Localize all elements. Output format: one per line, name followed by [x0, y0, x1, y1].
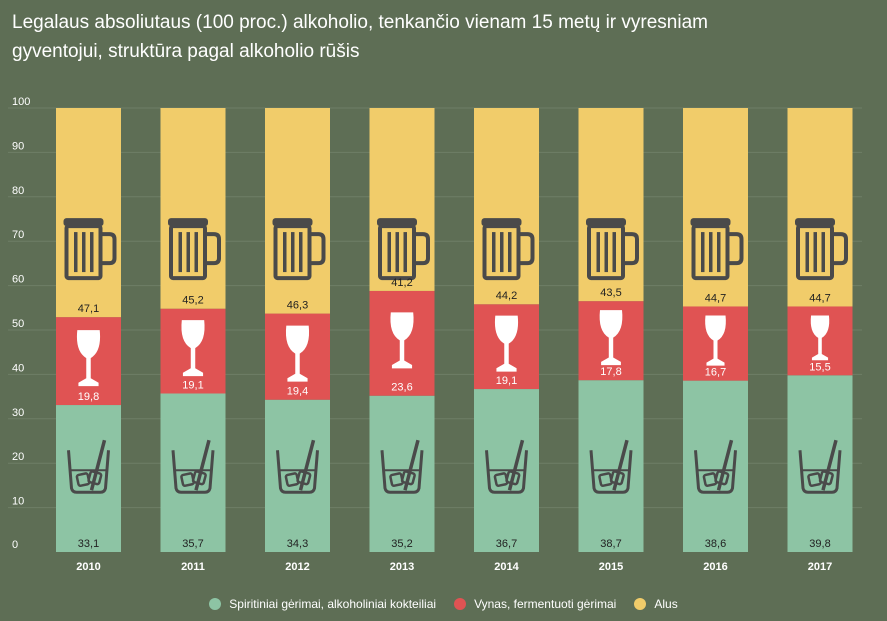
wine-glass-icon	[810, 315, 830, 361]
data-label: 38,6	[705, 538, 726, 550]
x-tick-label: 2015	[599, 561, 623, 573]
data-label: 35,2	[391, 538, 412, 550]
data-label: 41,2	[391, 277, 412, 289]
data-label: 19,8	[78, 391, 99, 403]
data-label: 39,8	[809, 538, 830, 550]
wine-glass-icon	[705, 315, 726, 366]
x-tick-label: 2014	[494, 561, 519, 573]
bars: 33,1 19,8 47,1 35,7 19,1 45,2 34,3 19,4 46,3 35,2…	[56, 108, 853, 552]
y-tick-label: 90	[12, 140, 24, 152]
legend-item[interactable]: Alus	[634, 597, 678, 611]
chart-legend: Spiritiniai gėrimai, alkoholiniai koktei…	[0, 597, 887, 611]
legend-item[interactable]: Spiritiniai gėrimai, alkoholiniai koktei…	[209, 597, 436, 611]
legend-swatch	[209, 598, 222, 610]
y-tick-label: 80	[12, 185, 24, 197]
whisky-glass-icon	[589, 439, 633, 494]
y-tick-label: 20	[12, 451, 24, 463]
legend-label: Alus	[654, 597, 678, 611]
data-label: 19,1	[182, 379, 203, 391]
legend-item[interactable]: Vynas, fermentuoti gėrimai	[454, 597, 616, 611]
wine-glass-icon	[285, 325, 310, 382]
y-tick-label: 40	[12, 362, 24, 374]
x-tick-label: 2010	[76, 561, 100, 573]
bar-column-2010: 33,1 19,8 47,1	[56, 108, 121, 552]
beer-mug-icon	[272, 218, 326, 281]
whisky-glass-icon	[485, 439, 528, 494]
bar-column-2013: 35,2 23,6 41,2	[369, 108, 435, 552]
data-label: 16,7	[705, 367, 726, 379]
data-label: 33,1	[78, 538, 99, 550]
whisky-glass-icon	[798, 439, 842, 494]
beer-mug-icon	[690, 218, 744, 281]
y-tick-label: 60	[12, 274, 24, 286]
stacked-bar-chart: 0 10 20 30 40 50 60 70 80 90 100 33,1 19,8 47,1 35,7 19…	[8, 96, 862, 573]
beer-mug-icon	[168, 218, 221, 281]
x-tick-label: 2016	[703, 561, 727, 573]
bar-segment	[265, 108, 330, 314]
data-label: 19,1	[496, 375, 517, 387]
bar-column-2012: 34,3 19,4 46,3	[265, 108, 330, 552]
bar-segment	[787, 375, 853, 552]
legend-label: Spiritiniai gėrimai, alkoholiniai koktei…	[229, 597, 437, 611]
beer-mug-icon	[377, 218, 430, 281]
bar-segment	[56, 108, 121, 318]
y-tick-label: 30	[12, 407, 24, 419]
data-label: 44,7	[705, 292, 726, 304]
bar-column-2014: 36,7 19,1 44,2	[474, 108, 539, 552]
data-label: 19,4	[287, 386, 308, 398]
legend-swatch	[634, 598, 647, 610]
bar-column-2017: 39,8 15,5 44,7	[787, 108, 853, 552]
bar-segment	[578, 380, 644, 552]
wine-glass-icon	[599, 310, 623, 366]
y-tick-label: 50	[12, 318, 24, 330]
whisky-glass-icon	[171, 439, 215, 494]
beer-mug-icon	[481, 218, 535, 281]
wine-glass-icon	[76, 330, 101, 387]
beer-mug-icon	[795, 218, 848, 281]
data-label: 46,3	[287, 300, 308, 312]
whisky-glass-icon	[380, 439, 424, 494]
x-tick-label: 2017	[808, 561, 832, 573]
data-label: 43,5	[600, 287, 621, 299]
wine-glass-icon	[494, 315, 519, 372]
whisky-glass-icon	[694, 439, 737, 494]
data-label: 35,7	[182, 538, 203, 550]
y-tick-label: 100	[12, 96, 30, 108]
x-tick-label: 2013	[390, 561, 414, 573]
x-tick-label: 2011	[181, 561, 205, 573]
chart-title-line-2: gyventojui, struktūra pagal alkoholio rū…	[12, 41, 360, 62]
legend-label: Vynas, fermentuoti gėrimai	[474, 597, 617, 611]
legend-swatch	[454, 598, 467, 610]
data-label: 34,3	[287, 538, 308, 550]
beer-mug-icon	[63, 218, 117, 281]
data-label: 36,7	[496, 538, 517, 550]
bar-column-2011: 35,7 19,1 45,2	[160, 108, 226, 552]
data-label: 44,7	[809, 292, 830, 304]
y-tick-label: 70	[12, 229, 24, 241]
bar-segment	[683, 380, 748, 552]
data-label: 45,2	[182, 295, 203, 307]
bar-column-2015: 38,7 17,8 43,5	[578, 108, 644, 552]
data-label: 15,5	[809, 361, 830, 373]
chart-title-line-1: Legalaus absoliutaus (100 proc.) alkohol…	[12, 12, 708, 33]
data-label: 47,1	[78, 303, 99, 315]
data-label: 17,8	[600, 366, 621, 378]
wine-glass-icon	[390, 312, 414, 369]
whisky-glass-icon	[67, 439, 110, 494]
beer-mug-icon	[586, 218, 639, 281]
y-tick-label: 0	[12, 539, 18, 551]
data-label: 23,6	[391, 382, 412, 394]
chart-title: Legalaus absoliutaus (100 proc.) alkohol…	[12, 8, 872, 66]
wine-glass-icon	[181, 320, 205, 377]
bar-column-2016: 38,6 16,7 44,7	[683, 108, 748, 552]
bar-segment	[160, 393, 226, 552]
x-tick-label: 2012	[285, 561, 309, 573]
y-tick-label: 10	[12, 496, 24, 508]
data-label: 38,7	[600, 538, 621, 550]
data-label: 44,2	[496, 290, 517, 302]
whisky-glass-icon	[276, 439, 319, 494]
